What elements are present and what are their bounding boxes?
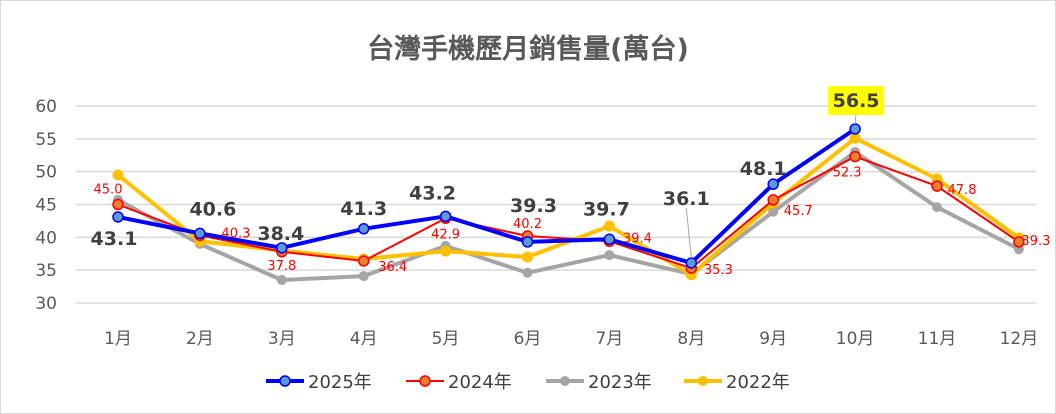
x-tick-label: 11月 [918,329,957,349]
data-label-2025: 36.1 [663,188,710,210]
data-point-2022年 [112,169,124,181]
data-label-2025: 56.5 [833,90,880,112]
data-label-2025: 41.3 [340,198,387,220]
data-point-2022年 [603,220,615,232]
x-tick-label: 5月 [432,329,460,349]
data-point-2022年 [522,251,533,263]
x-tick-label: 12月 [1000,329,1039,349]
data-label-2025: 43.1 [91,228,138,250]
data-point-2025年 [276,242,288,254]
label-leader-line [685,207,692,258]
series-line-2022年 [116,136,1021,277]
data-point-2023年 [522,267,533,278]
data-label-2024: 35.3 [704,263,733,278]
data-label-2024: 40.3 [221,226,250,241]
data-label-2024: 45.7 [784,204,813,219]
data-point-2023年 [768,206,779,217]
data-point-2025年 [194,227,206,240]
legend-item-2023年: 2023年 [546,372,652,393]
x-tick-label: 3月 [268,329,296,349]
x-tick-label: 4月 [350,329,378,349]
data-point-2023年 [604,250,615,261]
data-point-2024年 [849,150,861,163]
data-label-2024: 52.3 [833,166,862,181]
data-point-2023年 [276,275,287,286]
series-line-2025年 [117,127,857,265]
y-tick-label: 60 [35,97,57,117]
data-point-2023年 [932,202,942,213]
data-label-2024: 36.4 [378,260,407,275]
x-tick-label: 1月 [104,329,132,349]
data-label-2024: 40.2 [513,217,542,232]
legend-item-2022年: 2022年 [684,372,790,393]
y-tick-label: 40 [35,228,57,248]
data-point-2025年 [685,257,698,269]
legend-marker [560,376,570,386]
legend-label: 2025年 [308,372,372,393]
data-point-2025年 [357,223,370,235]
data-label-2025: 38.4 [257,223,304,245]
x-tick-label: 8月 [677,329,705,349]
legend-marker [698,376,708,386]
data-point-2022年 [440,245,452,257]
y-tick-label: 55 [35,130,57,150]
chart-title: 台灣手機歷月銷售量(萬台) [367,33,689,65]
y-tick-label: 35 [35,261,57,281]
data-label-2025: 39.3 [510,195,557,217]
data-label-2024: 47.8 [948,183,977,198]
x-tick-label: 9月 [759,329,787,349]
data-label-2025: 39.7 [583,198,630,220]
legend-marker [419,375,431,387]
data-point-2025年 [603,233,616,246]
legend-label: 2023年 [588,372,652,393]
legend-marker [279,375,291,387]
data-label-2024: 45.0 [94,183,123,198]
x-tick-label: 2月 [186,329,214,349]
data-point-2025年 [439,210,452,223]
data-point-2024年 [112,198,124,211]
data-point-2024年 [767,194,779,206]
y-tick-label: 45 [35,196,57,216]
x-tick-label: 6月 [514,329,542,349]
x-tick-label: 10月 [836,329,875,349]
data-point-2024年 [1013,236,1025,248]
data-point-2025年 [112,211,124,223]
y-tick-label: 50 [35,163,57,183]
legend-label: 2022年 [726,372,790,393]
data-label-2025: 48.1 [740,158,787,180]
y-tick-label: 30 [35,294,57,314]
highlight-box [828,85,885,115]
data-label-2024: 39.4 [623,231,652,246]
data-point-2024年 [357,255,370,267]
data-label-2024: 39.3 [1021,234,1050,249]
x-tick-label: 7月 [595,329,623,349]
data-point-2025年 [521,236,534,248]
data-point-2025年 [849,123,861,135]
data-point-2023年 [358,271,369,282]
data-label-2025: 43.2 [409,182,456,204]
data-label-2024: 37.8 [267,259,296,274]
data-label-2024: 42.9 [431,227,460,242]
legend-item-2025年: 2025年 [266,372,372,393]
data-point-2022年 [849,132,861,144]
data-point-2025年 [767,178,779,190]
legend-label: 2024年 [448,372,512,393]
legend-item-2024年: 2024年 [406,372,512,393]
data-point-2024年 [931,180,943,192]
data-label-2025: 40.6 [189,198,236,220]
